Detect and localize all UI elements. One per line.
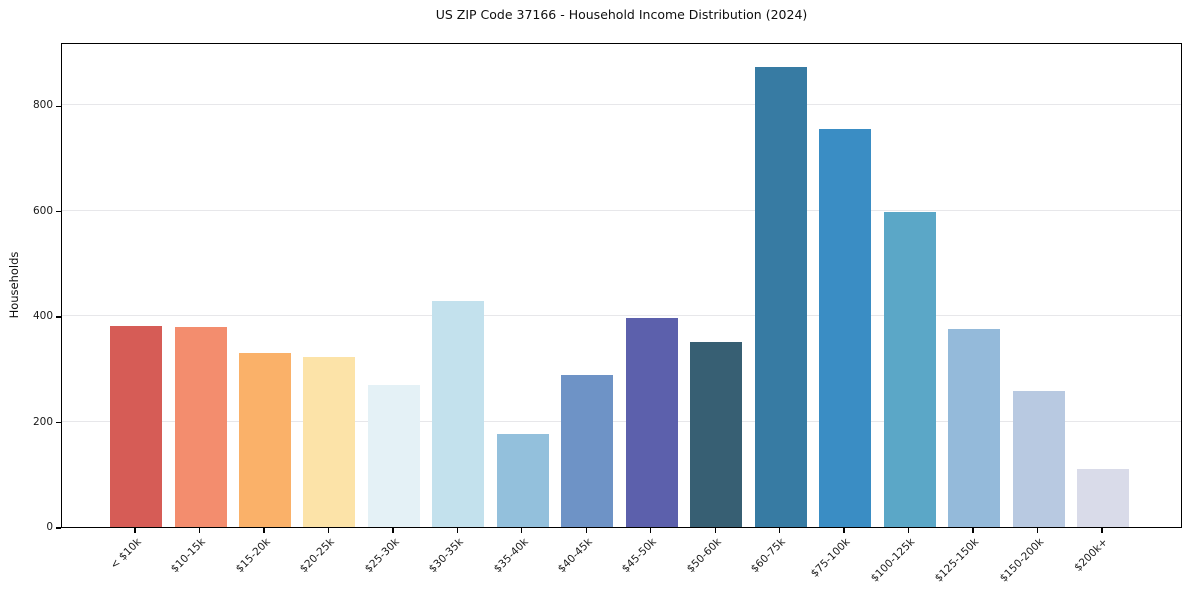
x-tick-label: $15-20k [233,536,273,576]
x-axis-labels: < $10k $10-15k $15-20k $20-25k $25-30k $30-35… [61,536,1182,590]
x-tick-mark [972,528,974,533]
bar [1012,390,1065,527]
x-tick-label: $150-200k [997,536,1046,585]
y-tick-label: 600 [32,204,53,217]
bar [110,326,162,527]
x-tick-label: $40-45k [555,536,595,576]
y-tick-label: 800 [32,99,53,112]
bar [367,384,420,527]
x-tick-label: $200k+ [1072,536,1111,574]
gridline [62,104,1181,106]
x-tick-mark [585,528,587,533]
bar [819,129,872,527]
bar [754,66,807,527]
x-tick-label: $125-150k [933,536,982,585]
x-tick-mark [456,528,458,533]
y-axis-label: Households [7,251,21,319]
x-tick-label: $10-15k [168,536,208,576]
gridline [62,315,1181,317]
bar [496,433,549,527]
x-tick-label: $35-40k [491,536,531,576]
y-tick-label: 0 [46,521,53,533]
bar [948,329,1001,527]
y-tick-mark [56,316,61,318]
x-tick-mark [843,528,845,533]
x-tick-label: $45-50k [620,536,660,576]
x-tick-label: $30-35k [426,536,466,576]
x-tick-label: $25-30k [362,536,402,576]
y-tick-label: 400 [32,310,53,323]
chart-title: US ZIP Code 37166 - Household Income Dis… [435,7,808,22]
x-tick-mark [1036,528,1039,533]
bar [1077,468,1129,527]
y-tick-mark [56,527,61,529]
y-tick-mark [56,105,61,107]
x-tick-mark [907,528,910,533]
y-tick-label: 200 [32,415,53,428]
x-tick-label: $20-25k [297,536,337,576]
bar [690,342,743,527]
bar [303,357,356,527]
x-tick-mark [392,528,394,533]
bar [625,318,678,527]
bar [561,374,614,527]
x-tick-mark [650,528,652,533]
y-tick-mark [56,211,61,213]
gridline [62,209,1181,211]
x-tick-mark [198,528,201,533]
x-tick-label: $75-100k [808,536,853,580]
x-tick-mark [327,528,330,533]
y-tick-mark [56,421,61,424]
x-tick-label: $100-125k [868,536,918,585]
x-tick-mark [134,528,136,533]
bar [174,326,227,527]
x-tick-label: $60-75k [749,536,789,576]
x-tick-mark [521,528,523,533]
x-tick-mark [779,528,781,533]
bar [432,301,485,527]
x-tick-label: $50-60k [684,536,724,576]
bar [238,353,291,527]
gridline [62,420,1181,422]
x-tick-mark [263,528,265,533]
x-tick-mark [714,528,716,533]
x-tick-mark [1101,528,1103,533]
x-tick-label: < $10k [107,536,144,572]
bar [883,211,936,527]
plot-area [61,43,1182,528]
